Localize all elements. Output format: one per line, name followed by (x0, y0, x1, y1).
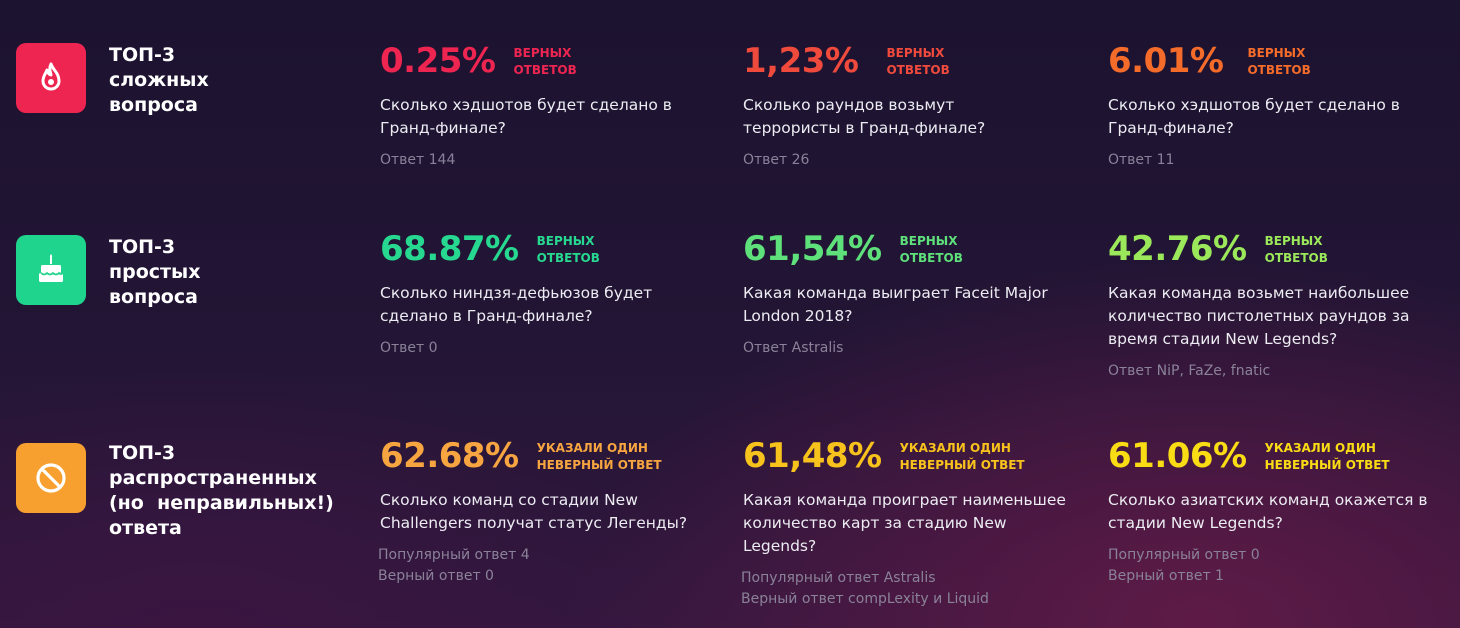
section-title: ТОП-3 простых вопроса (109, 235, 349, 310)
percentage-label: ВЕРНЫХ ОТВЕТОВ (900, 233, 1060, 267)
section-title-line: ТОП-3 (109, 236, 176, 258)
correct-answer-text: Верный ответ compLexity и Liquid (741, 591, 989, 607)
label-line: ОТВЕТОВ (899, 251, 963, 265)
percentage-label: УКАЗАЛИ ОДИН НЕВЕРНЫЙ ОТВЕТ (537, 440, 697, 474)
percentage-value: 0.25% (380, 41, 496, 81)
popular-answer-text: Популярный ответ 4 (378, 547, 530, 563)
prohibited-icon (36, 463, 66, 493)
percentage-label: ВЕРНЫХ ОТВЕТОВ (886, 45, 1046, 79)
label-line: НЕВЕРНЫЙ ОТВЕТ (899, 458, 1025, 472)
stat-card: 1,23% ВЕРНЫХ ОТВЕТОВ Сколько раундов воз… (743, 42, 1083, 171)
question-text: Какая команда выиграет Faceit Major Lond… (743, 284, 1048, 325)
percentage-value: 42.76% (1108, 229, 1247, 269)
label-line: УКАЗАЛИ ОДИН (536, 441, 648, 455)
cake-icon (39, 254, 64, 282)
section-title-line: распространенных (109, 467, 317, 489)
section-title: ТОП-3 распространенных (но неправильных!… (109, 441, 349, 541)
label-line: НЕВЕРНЫЙ ОТВЕТ (536, 458, 662, 472)
label-line: ОТВЕТОВ (1264, 251, 1328, 265)
section-title-line: (но неправильных!) (109, 492, 334, 514)
answer-text: Ответ 11 (1108, 152, 1175, 168)
section-title-line: вопроса (109, 286, 198, 308)
percentage-value: 61,54% (743, 229, 882, 269)
label-line: ВЕРНЫХ (899, 234, 958, 248)
stat-card: 61.06% УКАЗАЛИ ОДИН НЕВЕРНЫЙ ОТВЕТ Сколь… (1108, 437, 1448, 587)
section-title: ТОП-3 сложных вопроса (109, 43, 349, 118)
percentage-value: 61.06% (1108, 436, 1247, 476)
label-line: ВЕРНЫХ (1247, 46, 1306, 60)
label-line: ОТВЕТОВ (1247, 63, 1311, 77)
percentage-label: ВЕРНЫХ ОТВЕТОВ (513, 45, 673, 79)
correct-answer-text: Верный ответ 1 (1108, 568, 1224, 584)
section-title-line: простых (109, 261, 201, 283)
stat-card: 42.76% ВЕРНЫХ ОТВЕТОВ Какая команда возь… (1108, 230, 1448, 382)
question-text: Сколько ниндзя-дефьюзов будет сделано в … (380, 284, 653, 325)
cake-icon-box (16, 235, 86, 305)
percentage-value: 68.87% (380, 229, 519, 269)
question-text: Сколько раундов возьмут террористы в Гра… (743, 96, 986, 137)
stat-card: 6.01% ВЕРНЫХ ОТВЕТОВ Сколько хэдшотов бу… (1108, 42, 1448, 171)
percentage-label: ВЕРНЫХ ОТВЕТОВ (537, 233, 697, 267)
stat-card: 61,54% ВЕРНЫХ ОТВЕТОВ Какая команда выиг… (743, 230, 1083, 359)
stat-card: 62.68% УКАЗАЛИ ОДИН НЕВЕРНЫЙ ОТВЕТ Сколь… (378, 436, 720, 587)
label-line: НЕВЕРНЫЙ ОТВЕТ (1264, 458, 1390, 472)
percentage-label: УКАЗАЛИ ОДИН НЕВЕРНЫЙ ОТВЕТ (900, 440, 1060, 474)
popular-answer-text: Популярный ответ Astralis (741, 570, 936, 586)
label-line: УКАЗАЛИ ОДИН (1264, 441, 1376, 455)
percentage-value: 6.01% (1108, 41, 1224, 81)
answer-text: Ответ Astralis (743, 340, 844, 356)
correct-answer-text: Верный ответ 0 (378, 568, 494, 584)
section-title-line: ТОП-3 (109, 44, 176, 66)
percentage-label: ВЕРНЫХ ОТВЕТОВ (1247, 45, 1407, 79)
answer-text: Ответ 144 (380, 152, 456, 168)
label-line: ОТВЕТОВ (536, 251, 600, 265)
stat-card: 68.87% ВЕРНЫХ ОТВЕТОВ Сколько ниндзя-деф… (380, 230, 720, 359)
question-text: Сколько хэдшотов будет сделано в Гранд-ф… (380, 96, 672, 137)
popular-answer-text: Популярный ответ 0 (1108, 547, 1260, 563)
label-line: ОТВЕТОВ (513, 63, 577, 77)
question-text: Какая команда проиграет наименьшее колич… (743, 491, 1066, 555)
question-text: Сколько хэдшотов будет сделано в Гранд-ф… (1108, 96, 1400, 137)
answer-text: Ответ NiP, FaZe, fnatic (1108, 363, 1271, 379)
percentage-value: 1,23% (743, 41, 859, 81)
question-text: Сколько команд со стадии New Challengers… (380, 491, 688, 532)
label-line: ОТВЕТОВ (886, 63, 950, 77)
label-line: ВЕРНЫХ (513, 46, 572, 60)
percentage-label: УКАЗАЛИ ОДИН НЕВЕРНЫЙ ОТВЕТ (1265, 440, 1425, 474)
section-title-line: сложных (109, 69, 209, 91)
answer-text: Ответ 0 (380, 340, 438, 356)
section-title-line: ТОП-3 (109, 442, 176, 464)
label-line: УКАЗАЛИ ОДИН (899, 441, 1011, 455)
question-text: Какая команда возьмет наибольшее количес… (1108, 284, 1410, 348)
flame-icon-box (16, 43, 86, 113)
percentage-value: 62.68% (380, 436, 519, 476)
percentage-value: 61,48% (743, 436, 882, 476)
stat-card: 0.25% ВЕРНЫХ ОТВЕТОВ Сколько хэдшотов бу… (380, 42, 720, 171)
label-line: ВЕРНЫХ (1264, 234, 1323, 248)
label-line: ВЕРНЫХ (536, 234, 595, 248)
stat-card: 61,48% УКАЗАЛИ ОДИН НЕВЕРНЫЙ ОТВЕТ Какая… (741, 436, 1083, 610)
section-title-line: вопроса (109, 94, 198, 116)
flame-icon (41, 62, 61, 91)
percentage-label: ВЕРНЫХ ОТВЕТОВ (1265, 233, 1425, 267)
prohibited-icon-box (16, 443, 86, 513)
answer-text: Ответ 26 (743, 152, 810, 168)
section-title-line: ответа (109, 517, 182, 539)
question-text: Сколько азиатских команд окажется в стад… (1108, 491, 1428, 532)
label-line: ВЕРНЫХ (886, 46, 945, 60)
